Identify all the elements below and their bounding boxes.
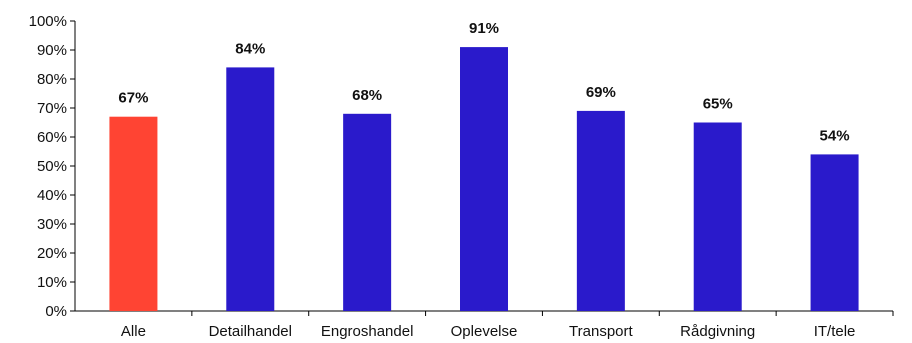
- bar-r-dgivning: [693, 122, 742, 311]
- x-category-label: IT/tele: [814, 323, 856, 340]
- bar-value-label: 68%: [352, 87, 382, 104]
- data-labels: 67% 84% 68% 91% 69% 65% 54%: [118, 20, 849, 144]
- y-tick-label: 30%: [37, 216, 67, 233]
- bar-transport: [576, 110, 625, 312]
- bars: [109, 47, 859, 312]
- x-category-label: Detailhandel: [209, 323, 292, 340]
- y-tick-label: 10%: [37, 274, 67, 291]
- y-tick-label: 80%: [37, 71, 67, 88]
- bar-value-label: 67%: [118, 90, 148, 107]
- y-axis: 0% 10% 20% 30% 40% 50% 60% 70% 80% 90% 100%: [29, 13, 76, 320]
- bar-detailhandel: [226, 67, 275, 312]
- x-category-label: Oplevelse: [451, 323, 518, 340]
- y-tick-label: 70%: [37, 100, 67, 117]
- x-category-label: Alle: [121, 323, 146, 340]
- bar-it-tele: [810, 154, 859, 311]
- y-tick-label: 50%: [37, 158, 67, 175]
- y-tick-label: 90%: [37, 42, 67, 59]
- y-tick-label: 60%: [37, 129, 67, 146]
- y-tick-label: 100%: [29, 13, 67, 30]
- bar-alle: [109, 116, 158, 311]
- bar-engroshandel: [343, 113, 392, 311]
- y-tick-label: 40%: [37, 187, 67, 204]
- bar-oplevelse: [460, 47, 508, 311]
- bar-value-label: 54%: [820, 127, 850, 144]
- x-category-label: Transport: [569, 323, 633, 340]
- x-category-label: Engroshandel: [321, 323, 414, 340]
- bar-value-label: 69%: [586, 84, 616, 101]
- bar-value-label: 84%: [235, 40, 265, 57]
- bar-value-label: 65%: [703, 96, 733, 113]
- x-category-label: Rådgivning: [680, 323, 755, 340]
- x-axis: Alle Detailhandel Engroshandel Oplevelse Tra…: [75, 310, 894, 340]
- y-tick-label: 0%: [45, 303, 67, 320]
- bar-value-label: 91%: [469, 20, 499, 37]
- y-tick-label: 20%: [37, 245, 67, 262]
